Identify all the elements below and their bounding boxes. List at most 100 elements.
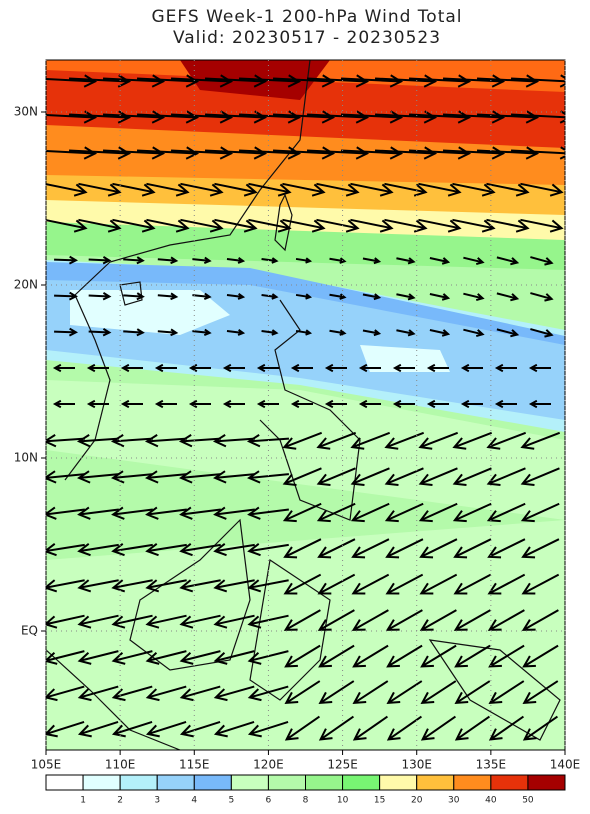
wind-arrow — [112, 218, 156, 233]
wind-arrow — [46, 110, 98, 124]
wind-arrow — [179, 543, 221, 557]
wind-arrow — [408, 146, 472, 160]
wind-arrow — [111, 579, 153, 593]
y-tick-label: 30N — [14, 105, 38, 119]
wind-arrow — [284, 680, 321, 705]
wind-arrow — [530, 256, 554, 266]
colorbar-box — [267, 774, 306, 791]
wind-arrow — [362, 329, 382, 337]
wind-arrow — [46, 721, 85, 738]
wind-arrow — [112, 182, 156, 197]
wind-arrow — [488, 644, 525, 668]
wind-arrow — [86, 363, 109, 373]
wind-arrow — [350, 182, 394, 197]
wind-arrow — [154, 399, 177, 409]
wind-arrow — [102, 146, 166, 160]
wind-arrow — [247, 614, 289, 629]
wind-arrow — [442, 146, 506, 160]
wind-arrow — [329, 257, 347, 264]
wind-arrow — [463, 292, 485, 301]
wind-arrow — [384, 502, 424, 523]
x-tick-label: 125E — [327, 758, 358, 772]
wind-arrow — [522, 644, 559, 668]
wind-arrow — [392, 399, 415, 409]
wind-arrow — [179, 506, 221, 520]
wind-arrow — [386, 644, 423, 668]
wind-arrow — [453, 573, 492, 595]
wind-arrow — [212, 434, 256, 448]
wind-arrow — [78, 218, 122, 233]
wind-arrow — [295, 257, 313, 264]
wind-arrow — [521, 573, 560, 595]
wind-arrow — [350, 218, 394, 233]
colorbar-box — [119, 774, 158, 791]
colorbar-box — [156, 774, 195, 791]
wind-arrow — [52, 363, 75, 373]
wind-arrow — [318, 644, 355, 668]
wind-arrow — [192, 292, 212, 301]
wind-arrow — [170, 74, 234, 88]
wind-arrow — [213, 579, 255, 593]
wind-arrow — [358, 363, 381, 373]
wind-arrow — [452, 467, 492, 486]
wind-arrow — [213, 721, 255, 738]
wind-arrow — [180, 182, 224, 197]
wind-arrow — [247, 721, 289, 738]
wind-arrow — [351, 609, 389, 631]
wind-arrow — [247, 506, 289, 520]
colorbar-box — [230, 774, 269, 791]
wind-arrow — [46, 74, 98, 88]
wind-arrow — [157, 292, 179, 301]
title: GEFS Week-1 200-hPa Wind Total — [151, 7, 462, 27]
x-tick-label: 130E — [401, 758, 432, 772]
y-tick-label: EQ — [21, 624, 38, 638]
colorbar-label: 3 — [154, 796, 160, 806]
wind-arrow — [179, 650, 221, 665]
wind-arrow — [386, 715, 423, 741]
wind-arrow — [86, 399, 109, 409]
wind-arrow — [374, 110, 438, 124]
wind-arrow — [238, 110, 302, 124]
wind-arrow — [362, 257, 382, 265]
wind-arrow — [396, 329, 416, 337]
wind-arrow — [170, 110, 234, 124]
colorbar-label: 50 — [522, 796, 534, 806]
wind-arrow — [145, 579, 187, 593]
wind-arrow — [77, 470, 120, 484]
colorbar-box — [416, 774, 455, 791]
wind-arrow — [496, 292, 520, 302]
colorbar-label: 5 — [228, 796, 234, 806]
colorbar-label: 8 — [303, 796, 309, 806]
wind-arrow — [213, 470, 256, 484]
wind-arrow — [179, 470, 222, 484]
colorbar-box — [527, 774, 566, 791]
wind-arrow — [510, 110, 565, 124]
colorbar-label: 40 — [485, 796, 497, 806]
wind-arrow — [418, 502, 458, 523]
colorbar-box — [305, 774, 344, 791]
wind-arrow — [46, 146, 98, 160]
wind-arrow — [396, 257, 416, 265]
wind-arrow — [316, 467, 356, 486]
wind-arrow — [214, 218, 258, 233]
wind-arrow — [384, 467, 424, 486]
colorbar-label: 30 — [448, 796, 460, 806]
wind-arrow — [178, 434, 222, 448]
wind-arrow — [454, 680, 491, 705]
wind-arrow — [408, 74, 472, 88]
wind-arrow — [340, 146, 404, 160]
wind-arrow — [476, 74, 540, 88]
wind-arrow — [496, 328, 520, 338]
wind-arrow — [54, 327, 78, 337]
wind-arrow — [272, 74, 336, 88]
wind-arrow — [204, 74, 268, 88]
wind-arrow — [123, 328, 145, 337]
wind-arrow — [238, 74, 302, 88]
wind-arrow — [214, 182, 258, 197]
wind-arrow — [54, 255, 78, 265]
wind-arrow — [352, 680, 389, 705]
wind-arrow — [179, 614, 221, 629]
wind-arrow — [77, 543, 119, 557]
wind-arrow — [418, 182, 462, 197]
wind-arrow — [521, 609, 559, 631]
